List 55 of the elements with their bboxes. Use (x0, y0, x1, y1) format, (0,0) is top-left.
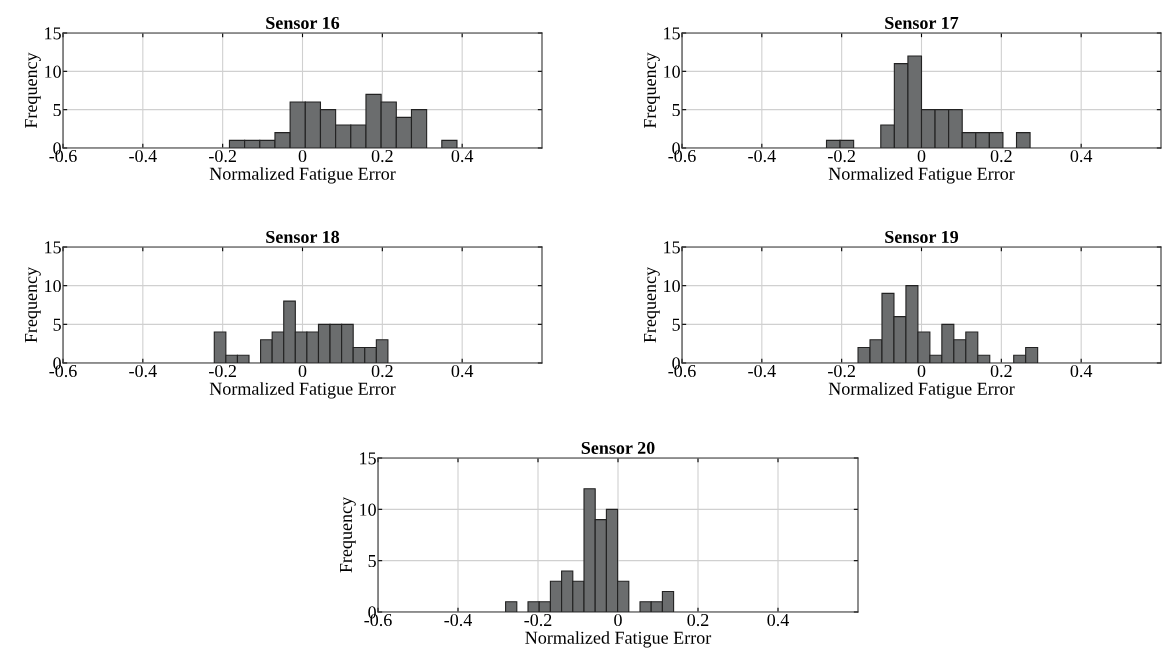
x-tick-label: 0.4 (451, 149, 474, 163)
x-tick-label: -0.2 (828, 364, 855, 378)
chart-title: Sensor 18 (266, 230, 340, 244)
y-axis-title: Frequency (25, 266, 41, 343)
chart-title: Sensor 20 (581, 441, 655, 455)
x-tick-label: 0.4 (1070, 149, 1093, 163)
y-axis-title: Frequency (340, 496, 356, 573)
y-tick-label: 15 (45, 241, 61, 254)
chart-title: Sensor 17 (885, 16, 959, 30)
x-tick-label: 0.4 (451, 364, 474, 378)
x-tick-label: -0.2 (828, 149, 855, 163)
chart-title: Sensor 19 (885, 230, 959, 244)
x-tick-label: 0.2 (990, 149, 1012, 163)
y-tick-label: 5 (53, 104, 61, 117)
x-tick-label: 0.4 (1070, 364, 1093, 378)
y-tick-label: 10 (45, 65, 61, 78)
y-axis-title: Frequency (644, 52, 660, 129)
x-tick-label: 0 (917, 364, 926, 378)
y-axis-title: Frequency (25, 52, 41, 129)
x-tick-label: -0.4 (129, 149, 157, 163)
y-tick-label: 15 (360, 452, 376, 465)
chart-title: Sensor 16 (266, 16, 340, 30)
x-axis-title: Normalized Fatigue Error (525, 631, 712, 648)
x-tick-label: -0.4 (748, 364, 776, 378)
y-tick-label: 15 (664, 27, 680, 40)
x-tick-label: 0.4 (767, 613, 789, 627)
y-tick-label: 15 (45, 27, 61, 40)
x-tick-label: 0 (614, 613, 622, 627)
x-tick-label: -0.4 (129, 364, 157, 378)
x-axis-title: Normalized Fatigue Error (828, 167, 1015, 184)
y-tick-label: 5 (53, 318, 61, 331)
x-tick-label: 0.2 (687, 613, 709, 627)
x-tick-label: -0.2 (209, 149, 236, 163)
x-tick-label: 0.2 (371, 364, 393, 378)
y-tick-label: 10 (45, 279, 61, 293)
y-tick-label: 5 (672, 104, 680, 117)
y-tick-label: 10 (664, 65, 680, 78)
x-tick-label: 0 (298, 149, 307, 163)
x-tick-label: 0.2 (371, 149, 393, 163)
x-tick-label: 0 (298, 364, 307, 378)
x-tick-label: -0.2 (524, 613, 552, 627)
x-axis-title: Normalized Fatigue Error (828, 382, 1015, 399)
x-axis-title: Normalized Fatigue Error (209, 167, 396, 184)
x-tick-label: -0.4 (444, 613, 473, 627)
y-axis-title: Frequency (644, 266, 660, 343)
x-axis-title: Normalized Fatigue Error (209, 382, 396, 399)
x-tick-label: -0.4 (748, 149, 776, 163)
y-tick-label: 10 (360, 503, 376, 516)
y-tick-label: 5 (672, 318, 680, 331)
x-tick-label: -0.2 (209, 364, 236, 378)
x-tick-label: 0 (917, 149, 926, 163)
y-tick-label: 5 (368, 555, 376, 568)
y-tick-label: 15 (664, 241, 680, 254)
x-tick-label: 0.2 (990, 364, 1012, 378)
y-tick-label: 10 (664, 279, 680, 293)
